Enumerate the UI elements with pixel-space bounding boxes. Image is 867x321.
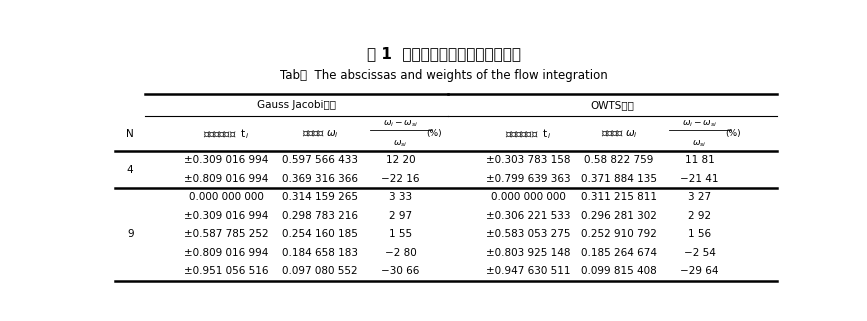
Text: 0.311 215 811: 0.311 215 811 <box>581 192 657 202</box>
Text: 相对声路高度  t$_i$: 相对声路高度 t$_i$ <box>203 127 249 141</box>
Text: 2 97: 2 97 <box>389 211 412 221</box>
Text: 1 55: 1 55 <box>389 230 412 239</box>
Text: ±0.587 785 252: ±0.587 785 252 <box>184 230 268 239</box>
Text: ±0.303 783 158: ±0.303 783 158 <box>486 155 570 165</box>
Text: −30 66: −30 66 <box>381 266 420 276</box>
Text: 2 92: 2 92 <box>688 211 711 221</box>
Text: −29 64: −29 64 <box>681 266 719 276</box>
Text: 表 1  流量积分节点位置及求积系数: 表 1 流量积分节点位置及求积系数 <box>368 46 521 61</box>
Text: ±0.947 630 511: ±0.947 630 511 <box>486 266 570 276</box>
Text: ±0.799 639 363: ±0.799 639 363 <box>486 174 570 184</box>
Text: 0.000 000 000: 0.000 000 000 <box>188 192 264 202</box>
Text: 0.000 000 000: 0.000 000 000 <box>491 192 566 202</box>
Text: ±0.951 056 516: ±0.951 056 516 <box>184 266 268 276</box>
Text: Tab１  The abscissas and weights of the flow integration: Tab１ The abscissas and weights of the fl… <box>280 69 609 82</box>
Text: 0.298 783 216: 0.298 783 216 <box>282 211 358 221</box>
Text: 0.184 658 183: 0.184 658 183 <box>282 248 358 258</box>
Text: ±0.809 016 994: ±0.809 016 994 <box>184 174 268 184</box>
Text: 3 27: 3 27 <box>688 192 711 202</box>
Text: 0.314 159 265: 0.314 159 265 <box>282 192 358 202</box>
Text: 0.58 822 759: 0.58 822 759 <box>584 155 654 165</box>
Text: $\omega_i - \omega_{si}$: $\omega_i - \omega_{si}$ <box>682 118 717 129</box>
Text: 0.296 281 302: 0.296 281 302 <box>581 211 657 221</box>
Text: 0.185 264 674: 0.185 264 674 <box>581 248 657 258</box>
Text: −2 80: −2 80 <box>385 248 416 258</box>
Text: 3 33: 3 33 <box>389 192 412 202</box>
Text: Gauss Jacobi方案: Gauss Jacobi方案 <box>257 100 336 110</box>
Text: 4: 4 <box>127 165 134 175</box>
Text: OWTS方案: OWTS方案 <box>590 100 635 110</box>
Text: 12 20: 12 20 <box>386 155 415 165</box>
Text: ±0.803 925 148: ±0.803 925 148 <box>486 248 570 258</box>
Text: (%): (%) <box>427 129 442 138</box>
Text: 0.369 316 366: 0.369 316 366 <box>282 174 358 184</box>
Text: −2 54: −2 54 <box>684 248 715 258</box>
Text: 1 56: 1 56 <box>688 230 711 239</box>
Text: (%): (%) <box>726 129 741 138</box>
Text: 0.252 910 792: 0.252 910 792 <box>581 230 657 239</box>
Text: ±0.583 053 275: ±0.583 053 275 <box>486 230 570 239</box>
Text: 权重系数 $\omega_i$: 权重系数 $\omega_i$ <box>302 128 338 140</box>
Text: −22 16: −22 16 <box>381 174 420 184</box>
Text: 9: 9 <box>127 230 134 239</box>
Text: 0.597 566 433: 0.597 566 433 <box>282 155 358 165</box>
Text: 11 81: 11 81 <box>685 155 714 165</box>
Text: 0.097 080 552: 0.097 080 552 <box>283 266 358 276</box>
Text: 相对声路高度  t$_i$: 相对声路高度 t$_i$ <box>505 127 551 141</box>
Text: ±0.309 016 994: ±0.309 016 994 <box>184 155 268 165</box>
Text: ±0.306 221 533: ±0.306 221 533 <box>486 211 570 221</box>
Text: −21 41: −21 41 <box>681 174 719 184</box>
Text: 权重系数 $\omega_i$: 权重系数 $\omega_i$ <box>601 128 637 140</box>
Text: ±0.809 016 994: ±0.809 016 994 <box>184 248 268 258</box>
Text: 0.099 815 408: 0.099 815 408 <box>581 266 657 276</box>
Text: 0.371 884 135: 0.371 884 135 <box>581 174 657 184</box>
Text: 0.254 160 185: 0.254 160 185 <box>282 230 358 239</box>
Text: N: N <box>127 129 134 139</box>
Text: ±0.309 016 994: ±0.309 016 994 <box>184 211 268 221</box>
Text: $\omega_i - \omega_{si}$: $\omega_i - \omega_{si}$ <box>383 118 418 129</box>
Text: $\omega_{si}$: $\omega_{si}$ <box>693 138 707 149</box>
Text: $\omega_{si}$: $\omega_{si}$ <box>394 138 408 149</box>
